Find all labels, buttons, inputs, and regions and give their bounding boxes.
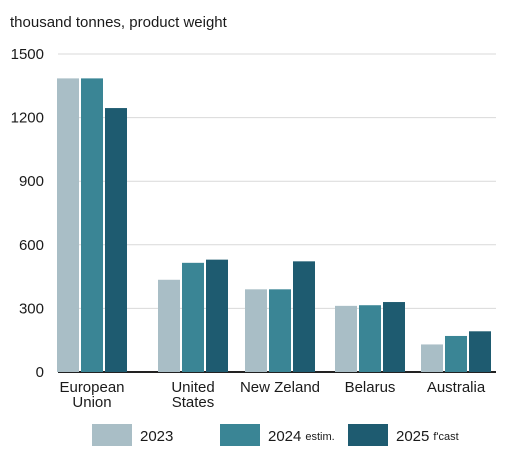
y-tick-label: 1500 <box>11 46 44 63</box>
y-tick-label: 600 <box>19 237 44 254</box>
bar-2024 <box>445 335 467 372</box>
bar-2023 <box>245 289 267 372</box>
bar-2023 <box>335 305 357 372</box>
bar-2024 <box>269 289 291 372</box>
bar-2023 <box>421 344 443 372</box>
legend-swatch-2023 <box>92 424 132 446</box>
bar-2024 <box>81 78 103 372</box>
bar-2025 <box>105 108 127 372</box>
legend-label: 2025 <box>396 428 429 445</box>
y-tick-label: 0 <box>36 364 44 381</box>
x-category-label: Union <box>72 394 111 411</box>
x-category-label: New Zeland <box>240 379 320 396</box>
x-category-label: States <box>172 394 215 411</box>
y-tick-label: 300 <box>19 300 44 317</box>
x-category-label: European <box>59 379 124 396</box>
bars <box>57 78 491 372</box>
bar-2024 <box>182 262 204 372</box>
bar-2025 <box>469 331 491 372</box>
bar-2025 <box>383 302 405 372</box>
legend-label: 2023 <box>140 428 173 445</box>
x-category-label: Australia <box>427 379 486 396</box>
y-axis-ticks: 0 300 600 900 1200 1500 <box>11 46 44 381</box>
x-category-label: Belarus <box>345 379 396 396</box>
bar-2023 <box>57 78 79 372</box>
bar-2023 <box>158 279 180 372</box>
y-tick-label: 900 <box>19 173 44 190</box>
y-tick-label: 1200 <box>11 110 44 127</box>
bar-2025 <box>293 261 315 372</box>
y-axis-unit-label: thousand tonnes, product weight <box>10 14 227 31</box>
legend-swatch-2025 <box>348 424 388 446</box>
legend-suffix: f'cast <box>433 431 458 443</box>
legend: 2023 2024 estim. 2025 f'cast <box>92 424 459 446</box>
bar-2024 <box>359 305 381 372</box>
bar-2025 <box>206 259 228 372</box>
legend-swatch-2024 <box>220 424 260 446</box>
x-category-label: United <box>171 379 214 396</box>
legend-label: 2024 <box>268 428 301 445</box>
legend-suffix: estim. <box>305 431 334 443</box>
